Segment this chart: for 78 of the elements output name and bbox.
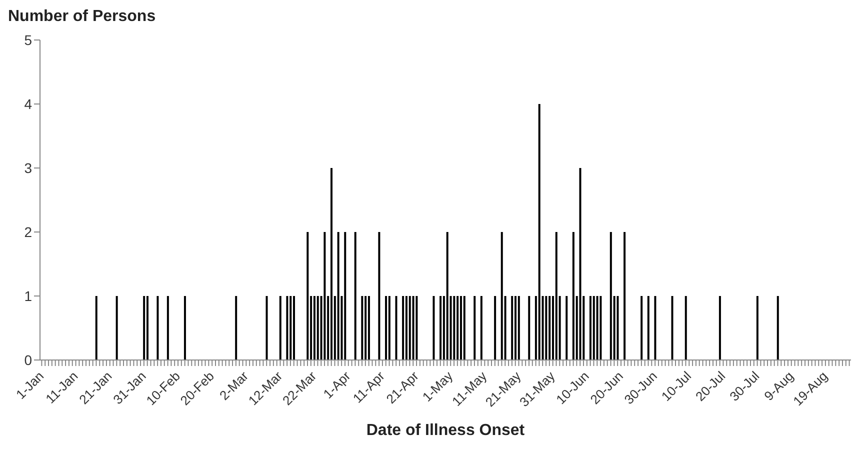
bar bbox=[405, 296, 408, 360]
bar bbox=[293, 296, 296, 360]
bar bbox=[480, 296, 482, 360]
bar bbox=[453, 296, 456, 360]
y-tick-label: 3 bbox=[24, 160, 32, 176]
bar bbox=[354, 232, 356, 360]
bar bbox=[500, 232, 503, 360]
bar bbox=[344, 232, 346, 360]
bar bbox=[647, 296, 650, 360]
y-tick-label: 1 bbox=[24, 288, 32, 304]
bar bbox=[640, 296, 643, 360]
bar bbox=[324, 232, 326, 360]
bar bbox=[290, 296, 292, 360]
bar bbox=[592, 296, 595, 360]
bar bbox=[654, 296, 656, 360]
bar bbox=[684, 296, 687, 360]
bar bbox=[330, 168, 332, 360]
bar bbox=[440, 296, 442, 360]
bar bbox=[95, 296, 98, 360]
bar bbox=[385, 296, 388, 360]
y-tick-label: 5 bbox=[24, 32, 32, 48]
bar bbox=[518, 296, 520, 360]
bar bbox=[545, 296, 548, 360]
bar bbox=[474, 296, 476, 360]
bar bbox=[166, 296, 169, 360]
bar bbox=[116, 296, 118, 360]
y-tick-label: 0 bbox=[24, 352, 32, 368]
bar bbox=[368, 296, 370, 360]
bar bbox=[579, 168, 582, 360]
bar bbox=[337, 232, 340, 360]
bar bbox=[156, 296, 159, 360]
bar bbox=[494, 296, 496, 360]
bar bbox=[624, 232, 626, 360]
bar bbox=[361, 296, 364, 360]
bar bbox=[388, 296, 390, 360]
y-axis-title: Number of Persons bbox=[8, 8, 157, 27]
bar bbox=[279, 296, 282, 360]
bar bbox=[313, 296, 316, 360]
bar bbox=[416, 296, 418, 360]
bar bbox=[378, 232, 380, 360]
x-axis-title: Date of Illness Onset bbox=[365, 422, 526, 440]
y-tick-label: 2 bbox=[24, 224, 32, 240]
bar bbox=[718, 296, 721, 360]
bar bbox=[548, 296, 551, 360]
bar bbox=[671, 296, 674, 360]
bar bbox=[432, 296, 435, 360]
bar bbox=[184, 296, 186, 360]
bar bbox=[306, 232, 309, 360]
bar bbox=[235, 296, 238, 360]
bar bbox=[566, 296, 568, 360]
bar bbox=[756, 296, 758, 360]
bar bbox=[316, 296, 319, 360]
bar bbox=[600, 296, 602, 360]
bar bbox=[456, 296, 459, 360]
bar bbox=[511, 296, 514, 360]
y-tick-label: 4 bbox=[24, 96, 32, 112]
bar bbox=[286, 296, 288, 360]
bar bbox=[364, 296, 367, 360]
bar bbox=[514, 296, 517, 360]
bar bbox=[538, 104, 540, 360]
bar bbox=[528, 296, 530, 360]
bar bbox=[446, 232, 448, 360]
bar bbox=[572, 232, 574, 360]
bar bbox=[412, 296, 414, 360]
bar bbox=[596, 296, 598, 360]
bar bbox=[463, 296, 466, 360]
bar bbox=[610, 232, 612, 360]
bar bbox=[402, 296, 404, 360]
bar bbox=[266, 296, 268, 360]
bar bbox=[555, 232, 558, 360]
bar bbox=[776, 296, 779, 360]
bar bbox=[143, 296, 146, 360]
bar bbox=[589, 296, 592, 360]
bar bbox=[395, 296, 398, 360]
bar bbox=[146, 296, 148, 360]
bar bbox=[460, 296, 462, 360]
bar bbox=[616, 296, 619, 360]
bar bbox=[408, 296, 411, 360]
